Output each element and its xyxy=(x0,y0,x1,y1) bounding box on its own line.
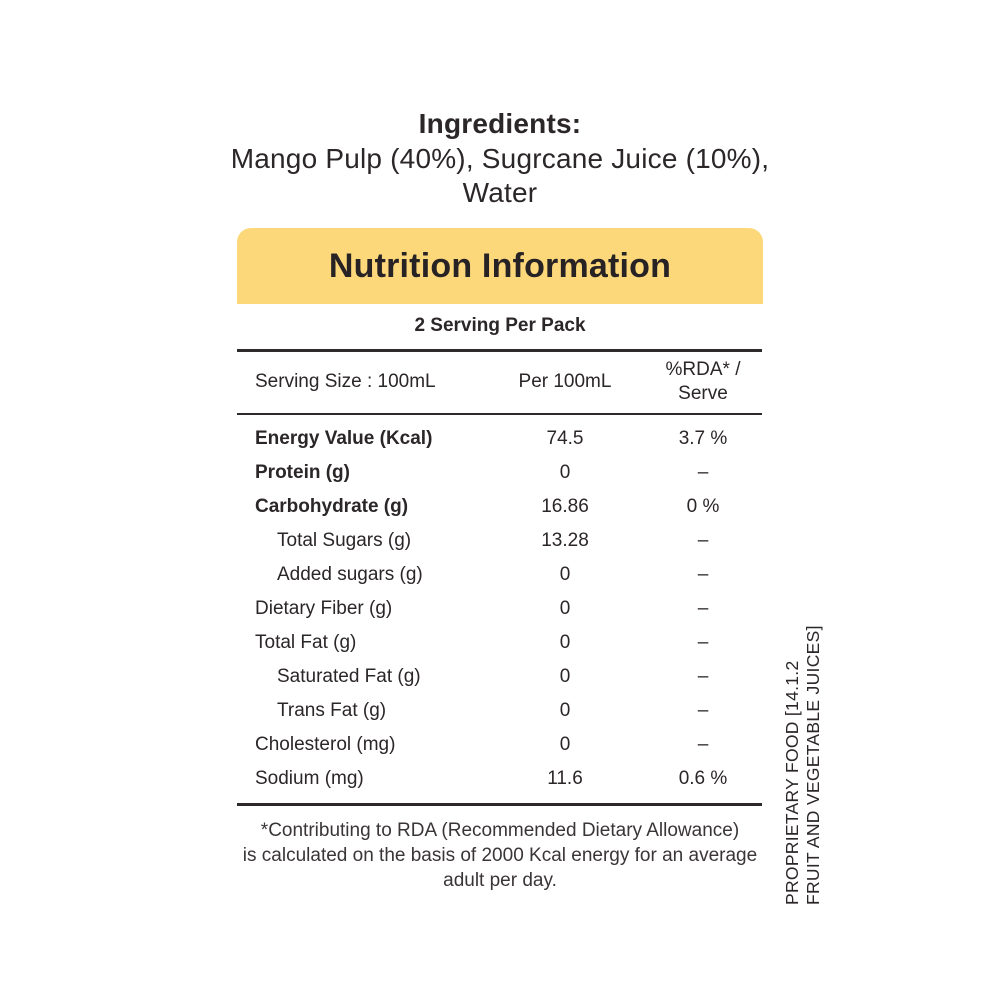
row-rda-value: 0.6 % xyxy=(678,768,728,789)
row-label: Trans Fat (g) xyxy=(277,700,387,721)
table-bottom-rule xyxy=(237,803,762,806)
table-header-row: Serving Size : 100mL Per 100mL %RDA* / S… xyxy=(237,352,762,413)
ingredients-section: Ingredients: Mango Pulp (40%), Sugrcane … xyxy=(0,106,1000,210)
row-rda-value: – xyxy=(697,598,709,619)
side-label-line-2: FRUIT AND VEGETABLE JUICES] xyxy=(803,625,823,905)
row-rda-value: – xyxy=(697,700,709,721)
row-rda-value: – xyxy=(697,564,709,585)
row-rda-value: 0 % xyxy=(686,496,720,517)
header-rda-line-2: Serve xyxy=(678,383,728,404)
ingredients-line-1: Mango Pulp (40%), Sugrcane Juice (10%), xyxy=(230,143,770,174)
ingredients-heading: Ingredients: xyxy=(418,108,582,139)
row-per-100ml-value: 0 xyxy=(559,666,571,687)
table-row: Protein (g) 0 – xyxy=(237,456,762,490)
ingredients-line-2: Water xyxy=(462,177,538,208)
row-label: Protein (g) xyxy=(255,462,350,483)
row-per-100ml-value: 0 xyxy=(559,632,571,653)
row-per-100ml-value: 0 xyxy=(559,700,571,721)
table-row: Cholesterol (mg) 0 – xyxy=(237,728,762,762)
row-per-100ml-value: 0 xyxy=(559,598,571,619)
row-label: Total Sugars (g) xyxy=(277,530,412,551)
rda-footnote-line-2: is calculated on the basis of 2000 Kcal … xyxy=(242,845,758,866)
nutrition-banner: Nutrition Information xyxy=(237,228,763,304)
rda-footnote: *Contributing to RDA (Recommended Dietar… xyxy=(200,818,800,893)
table-row: Trans Fat (g) 0 – xyxy=(237,694,762,728)
nutrition-table: Serving Size : 100mL Per 100mL %RDA* / S… xyxy=(237,349,762,806)
rda-footnote-line-3: adult per day. xyxy=(443,870,557,891)
row-per-100ml-value: 0 xyxy=(559,734,571,755)
row-per-100ml-value: 0 xyxy=(559,462,571,483)
header-rda-line-1: %RDA* / xyxy=(665,359,741,380)
row-rda-value: 3.7 % xyxy=(678,428,728,449)
row-label: Energy Value (Kcal) xyxy=(255,428,433,449)
row-rda-value: – xyxy=(697,632,709,653)
nutrition-banner-title: Nutrition Information xyxy=(328,246,672,285)
row-rda-value: – xyxy=(697,462,709,483)
row-label: Carbohydrate (g) xyxy=(255,496,409,517)
row-label: Dietary Fiber (g) xyxy=(255,598,393,619)
row-per-100ml-value: 74.5 xyxy=(546,428,584,449)
table-row: Energy Value (Kcal) 74.5 3.7 % xyxy=(237,422,762,456)
table-row: Total Sugars (g) 13.28 – xyxy=(237,524,762,558)
nutrition-rows: Energy Value (Kcal) 74.5 3.7 % Protein (… xyxy=(237,415,762,803)
row-label: Cholesterol (mg) xyxy=(255,734,396,755)
table-row: Carbohydrate (g) 16.86 0 % xyxy=(237,490,762,524)
table-row: Added sugars (g) 0 – xyxy=(237,558,762,592)
row-per-100ml-value: 0 xyxy=(559,564,571,585)
table-row: Dietary Fiber (g) 0 – xyxy=(237,592,762,626)
header-serving-size: Serving Size : 100mL xyxy=(255,371,436,392)
row-label: Saturated Fat (g) xyxy=(277,666,421,687)
row-rda-value: – xyxy=(697,666,709,687)
table-row: Sodium (mg) 11.6 0.6 % xyxy=(237,762,762,796)
proprietary-food-side-label: PROPRIETARY FOOD [14.1.2 FRUIT AND VEGET… xyxy=(782,605,824,905)
row-label: Added sugars (g) xyxy=(277,564,423,585)
side-label-line-1: PROPRIETARY FOOD [14.1.2 xyxy=(782,660,802,905)
row-label: Sodium (mg) xyxy=(255,768,364,789)
rda-footnote-line-1: *Contributing to RDA (Recommended Dietar… xyxy=(260,820,740,841)
servings-per-pack: 2 Serving Per Pack xyxy=(414,315,586,336)
header-per-100ml: Per 100mL xyxy=(518,371,612,392)
table-mid-rule xyxy=(237,412,762,415)
row-label: Total Fat (g) xyxy=(255,632,357,653)
table-row: Saturated Fat (g) 0 – xyxy=(237,660,762,694)
table-top-rule xyxy=(237,349,762,352)
row-rda-value: – xyxy=(697,734,709,755)
row-per-100ml-value: 16.86 xyxy=(541,496,589,517)
table-row: Total Fat (g) 0 – xyxy=(237,626,762,660)
row-per-100ml-value: 13.28 xyxy=(541,530,589,551)
row-rda-value: – xyxy=(697,530,709,551)
header-rda-serve: %RDA* / Serve xyxy=(644,358,762,406)
row-per-100ml-value: 11.6 xyxy=(547,768,583,789)
